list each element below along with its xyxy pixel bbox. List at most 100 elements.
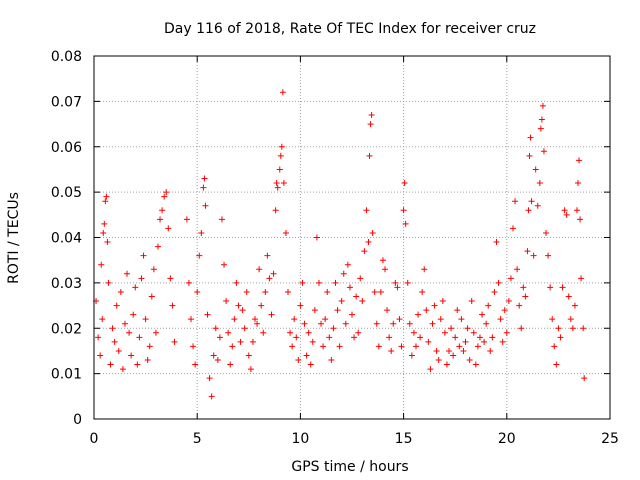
data-point: [493, 239, 500, 246]
data-point: [342, 320, 349, 327]
data-point: [398, 343, 405, 350]
data-point: [363, 207, 370, 214]
data-point: [311, 307, 318, 314]
data-point: [256, 266, 263, 273]
data-point: [501, 307, 508, 314]
data-point: [262, 288, 269, 295]
data-point: [167, 275, 174, 282]
x-tick-label: 25: [601, 431, 619, 447]
data-point: [351, 334, 358, 341]
data-point: [485, 302, 492, 309]
data-point: [130, 311, 137, 318]
data-point: [371, 288, 378, 295]
data-point: [576, 157, 583, 164]
data-point: [192, 361, 199, 368]
data-point: [466, 357, 473, 364]
data-point: [274, 184, 281, 191]
data-point: [472, 361, 479, 368]
data-point: [185, 279, 192, 286]
data-point: [146, 343, 153, 350]
data-point: [421, 266, 428, 273]
data-point: [415, 311, 422, 318]
data-point: [124, 270, 131, 277]
data-point: [332, 279, 339, 286]
data-point: [289, 343, 296, 350]
data-point: [161, 193, 168, 200]
data-point: [382, 266, 389, 273]
data-point: [441, 329, 448, 336]
data-point: [344, 261, 351, 268]
data-point: [408, 352, 415, 359]
data-point: [272, 207, 279, 214]
data-point: [326, 334, 333, 341]
x-tick-label: 15: [395, 431, 413, 447]
data-point: [470, 329, 477, 336]
y-tick-label: 0.05: [51, 185, 82, 201]
data-point: [464, 325, 471, 332]
data-point: [580, 325, 587, 332]
data-point: [565, 293, 572, 300]
data-point: [355, 329, 362, 336]
data-point: [121, 320, 128, 327]
data-point: [254, 320, 261, 327]
data-point: [260, 329, 267, 336]
data-point: [243, 288, 250, 295]
data-point: [99, 316, 106, 323]
data-point: [377, 288, 384, 295]
data-point: [373, 320, 380, 327]
data-point: [456, 343, 463, 350]
data-point: [194, 288, 201, 295]
data-point: [349, 311, 355, 318]
data-point: [136, 334, 143, 341]
y-tick-label: 0.03: [51, 276, 82, 292]
data-point: [278, 143, 285, 150]
data-point: [309, 338, 316, 345]
data-point: [324, 288, 331, 295]
data-point: [547, 284, 554, 291]
data-point: [509, 225, 516, 232]
data-point: [361, 248, 368, 255]
data-point: [483, 320, 490, 327]
data-point: [512, 198, 519, 205]
data-point: [183, 216, 190, 223]
x-tick-label: 0: [90, 431, 99, 447]
data-point: [221, 261, 228, 268]
data-point: [171, 338, 178, 345]
data-point: [144, 357, 151, 364]
data-point: [561, 207, 568, 214]
data-point: [138, 275, 145, 282]
data-point: [119, 366, 126, 373]
data-point: [384, 307, 391, 314]
data-point: [113, 302, 120, 309]
data-point: [98, 261, 105, 268]
data-point: [229, 343, 236, 350]
x-axis-label: GPS time / hours: [291, 459, 408, 475]
data-point: [435, 357, 442, 364]
y-tick-label: 0.04: [51, 231, 82, 247]
data-point: [367, 121, 374, 128]
data-point: [532, 166, 539, 173]
data-point: [126, 329, 133, 336]
data-point: [503, 329, 510, 336]
data-point: [507, 275, 514, 282]
data-point: [559, 284, 566, 291]
data-point: [575, 180, 582, 187]
data-point: [303, 352, 310, 359]
data-point: [431, 302, 438, 309]
data-point: [369, 229, 376, 236]
data-point: [526, 152, 533, 159]
data-point: [569, 325, 576, 332]
data-point: [132, 284, 139, 291]
data-point: [152, 329, 159, 336]
data-point: [190, 343, 197, 350]
y-tick-label: 0.02: [51, 321, 82, 337]
y-tick-label: 0.08: [51, 49, 82, 65]
data-point: [264, 252, 271, 259]
data-point: [305, 329, 312, 336]
data-point: [148, 293, 155, 300]
data-point: [563, 211, 570, 218]
data-point: [210, 352, 217, 359]
data-point: [346, 284, 353, 291]
data-point: [468, 298, 475, 305]
chart-title: Day 116 of 2018, Rate Of TEC Index for r…: [164, 21, 536, 37]
